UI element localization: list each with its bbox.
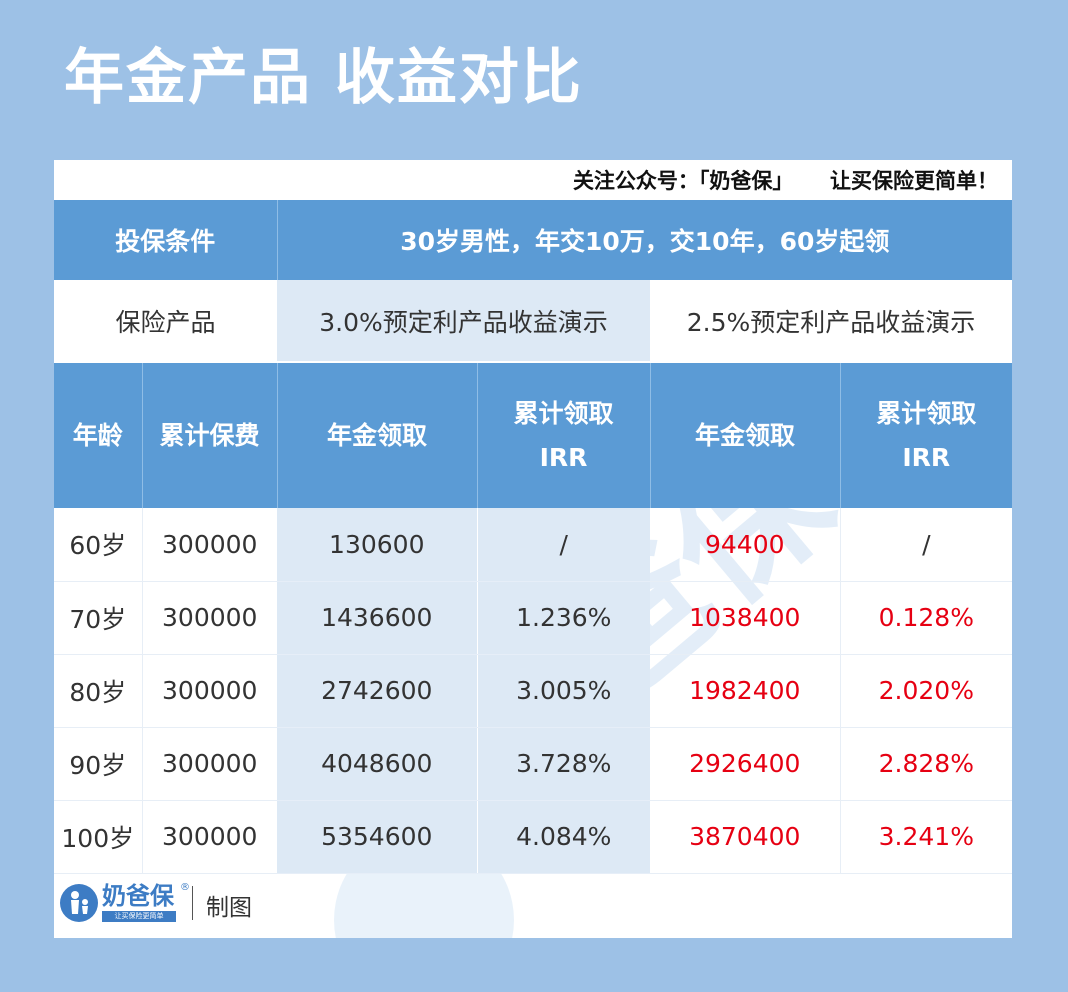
cell-irr-b: 2.828% (840, 727, 1012, 801)
cell-irr-b: / (840, 508, 1012, 582)
brand-logo: 奶爸保 ® 让买保险更简单 (60, 882, 190, 924)
cell-premium: 300000 (142, 800, 278, 874)
cell-annuity-a: 1436600 (277, 581, 478, 655)
cell-irr-b: 2.020% (840, 654, 1012, 728)
comparison-table: 投保条件 30岁男性，年交10万，交10年，60岁起领 保险产品 3.0%预定利… (54, 200, 1012, 874)
condition-row: 投保条件 30岁男性，年交10万，交10年，60岁起领 (54, 200, 1012, 280)
header-annuity-b: 年金领取 (650, 361, 841, 508)
header-age: 年龄 (54, 361, 143, 508)
cell-annuity-b: 2926400 (650, 727, 841, 801)
product-a-label: 3.0%预定利产品收益演示 (277, 280, 651, 362)
cell-age: 80岁 (54, 654, 143, 728)
cell-irr-a: 4.084% (476, 800, 651, 874)
subtitle-bar: 关注公众号：「奶爸保」 让买保险更简单！ (54, 160, 1012, 200)
cell-irr-b: 0.128% (840, 581, 1012, 655)
product-label: 保险产品 (115, 307, 216, 337)
table-row: 80岁 300000 2742600 3.005% 1982400 2.020% (54, 654, 1012, 728)
cell-annuity-b: 1982400 (650, 654, 841, 728)
page-title: 年金产品 收益对比 (64, 43, 583, 113)
header-annuity-a: 年金领取 (277, 361, 478, 508)
cell-irr-a: 3.005% (476, 654, 651, 728)
column-header-row: 年龄 累计保费 年金领取 累计领取 IRR 年金领取 累计领取 IRR (54, 361, 1012, 508)
cell-annuity-a: 2742600 (277, 654, 478, 728)
condition-value: 30岁男性，年交10万，交10年，60岁起领 (277, 200, 1012, 280)
cell-age: 60岁 (54, 508, 143, 582)
header-irr-a-line2: IRR (539, 442, 588, 472)
subtitle-text: 关注公众号：「奶爸保」 让买保险更简单！ (572, 169, 998, 193)
cell-irr-b: 3.241% (840, 800, 1012, 874)
cell-annuity-b: 94400 (650, 508, 841, 582)
cell-age: 100岁 (54, 800, 143, 874)
cell-annuity-a: 5354600 (277, 800, 478, 874)
cell-annuity-b: 3870400 (650, 800, 841, 874)
cell-irr-a: 1.236% (476, 581, 651, 655)
product-row: 保险产品 3.0%预定利产品收益演示 2.5%预定利产品收益演示 (54, 280, 1012, 362)
logo-text: 奶爸保 (102, 882, 174, 910)
header-irr-b-line2: IRR (902, 442, 951, 472)
cell-premium: 300000 (142, 727, 278, 801)
cell-annuity-b: 1038400 (650, 581, 841, 655)
condition-label: 投保条件 (54, 200, 278, 280)
table-row: 90岁 300000 4048600 3.728% 2926400 2.828% (54, 727, 1012, 801)
cell-age: 90岁 (54, 727, 143, 801)
comparison-card: 奶爸保 投保条件 30岁男性，年交10万，交10年，60岁起领 保险产品 3.0… (54, 200, 1012, 938)
cell-annuity-a: 130600 (277, 508, 478, 582)
logo-tagline: 让买保险更简单 (102, 911, 176, 922)
table-row: 100岁 300000 5354600 4.084% 3870400 3.241… (54, 800, 1012, 874)
cell-premium: 300000 (142, 654, 278, 728)
table-row: 60岁 300000 130600 / 94400 / (54, 508, 1012, 582)
cell-irr-a: / (476, 508, 651, 582)
cell-irr-a: 3.728% (476, 727, 651, 801)
cell-annuity-a: 4048600 (277, 727, 478, 801)
header-irr-a: 累计领取 IRR (477, 361, 651, 508)
table-row: 70岁 300000 1436600 1.236% 1038400 0.128% (54, 581, 1012, 655)
header-irr-b-line1: 累计领取 (876, 398, 977, 428)
cell-premium: 300000 (142, 508, 278, 582)
cell-premium: 300000 (142, 581, 278, 655)
product-b-label: 2.5%预定利产品收益演示 (686, 307, 976, 337)
family-icon (60, 884, 98, 922)
footer-label: 制图 (206, 895, 252, 921)
header-irr-a-line1: 累计领取 (513, 398, 614, 428)
cell-age: 70岁 (54, 581, 143, 655)
footer-divider (192, 886, 193, 920)
header-premium: 累计保费 (142, 361, 278, 508)
footer: 奶爸保 ® 让买保险更简单 制图 (54, 868, 1012, 938)
registered-mark: ® (180, 882, 190, 893)
header-irr-b: 累计领取 IRR (840, 361, 1012, 508)
